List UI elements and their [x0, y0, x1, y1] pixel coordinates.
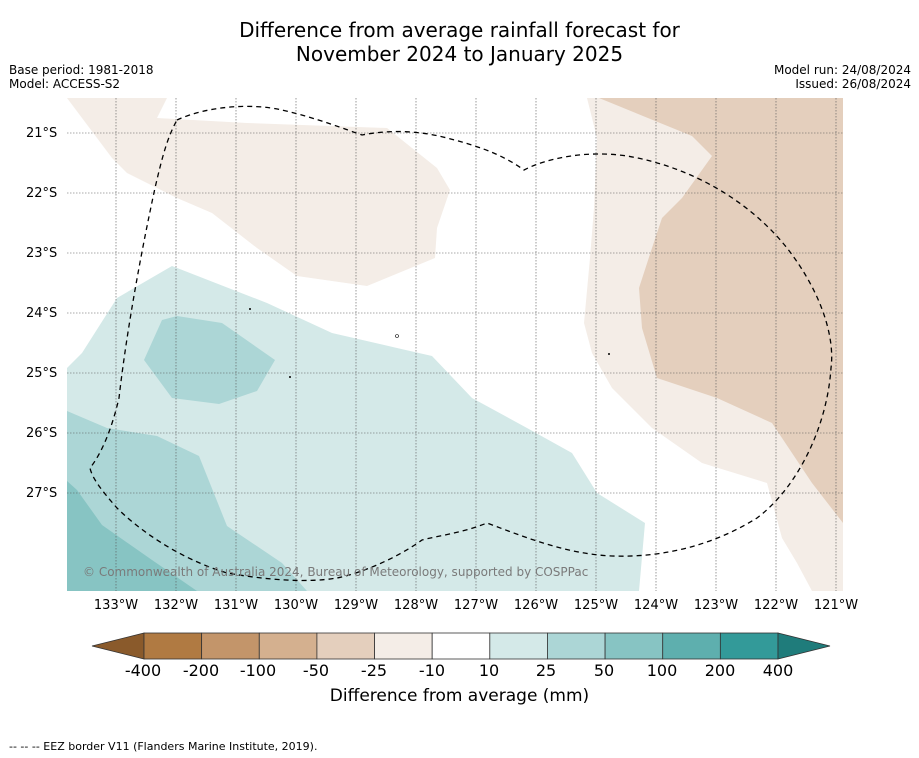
- lon-label-132w: 132°W: [153, 598, 199, 613]
- lon-label-133w: 133°W: [93, 598, 139, 613]
- colorbar-arrow-low: [91, 632, 145, 660]
- map-title: Difference from average rainfall forecas…: [0, 18, 919, 66]
- colorbar-segment: [258, 632, 318, 660]
- colorbar-label: -50: [302, 661, 330, 680]
- lat-label-27s: 27°S: [26, 486, 58, 501]
- colorbar-label: -100: [239, 661, 277, 680]
- lon-label-124w: 124°W: [633, 598, 679, 613]
- lon-label-131w: 131°W: [213, 598, 259, 613]
- colorbar-arrow-high: [777, 632, 831, 660]
- colorbar-label: -200: [182, 661, 220, 680]
- lon-label-122w: 122°W: [753, 598, 799, 613]
- island-marker: [289, 376, 291, 378]
- island-marker: [608, 353, 610, 355]
- rainfall-map: [67, 98, 843, 591]
- colorbar-segment: [143, 632, 203, 660]
- colorbar-label: 100: [646, 661, 678, 680]
- lon-label-125w: 125°W: [573, 598, 619, 613]
- lon-label-123w: 123°W: [693, 598, 739, 613]
- meta-left: Base period: 1981-2018 Model: ACCESS-S2: [9, 63, 154, 91]
- dry-region-east-strong: [599, 98, 843, 523]
- colorbar-segment: [201, 632, 260, 660]
- lat-label-23s: 23°S: [26, 246, 58, 261]
- lon-label-126w: 126°W: [513, 598, 559, 613]
- colorbar: [91, 632, 831, 664]
- colorbar-segment: [719, 632, 779, 660]
- island-marker: [249, 308, 251, 310]
- title-line-2: November 2024 to January 2025: [295, 42, 624, 66]
- lat-label-21s: 21°S: [26, 126, 58, 141]
- lon-label-127w: 127°W: [453, 598, 499, 613]
- colorbar-label: 25: [535, 661, 557, 680]
- lon-label-121w: 121°W: [813, 598, 859, 613]
- title-line-1: Difference from average rainfall forecas…: [239, 18, 680, 42]
- eez-border: [89, 105, 833, 582]
- colorbar-segment: [489, 632, 548, 660]
- colorbar-label: 50: [593, 661, 615, 680]
- lon-label-128w: 128°W: [393, 598, 439, 613]
- eez-footnote: -- -- -- EEZ border V11 (Flanders Marine…: [9, 740, 318, 753]
- lon-label-129w: 129°W: [333, 598, 379, 613]
- colorbar-segment: [604, 632, 664, 660]
- colorbar-label: -400: [124, 661, 162, 680]
- wet-region-center: [144, 316, 275, 404]
- copyright-notice: © Commonwealth of Australia 2024, Bureau…: [83, 565, 589, 579]
- issued-date: Issued: 26/08/2024: [795, 77, 911, 91]
- colorbar-title: Difference from average (mm): [329, 686, 590, 706]
- base-period: Base period: 1981-2018: [9, 63, 154, 77]
- colorbar-label: 10: [478, 661, 500, 680]
- colorbar-label: -10: [418, 661, 446, 680]
- colorbar-label: -25: [360, 661, 388, 680]
- model-name: Model: ACCESS-S2: [9, 77, 121, 91]
- dry-region-northwest: [67, 98, 450, 286]
- meta-right: Model run: 24/08/2024 Issued: 26/08/2024: [774, 63, 911, 91]
- colorbar-segment: [316, 632, 375, 660]
- lat-label-25s: 25°S: [26, 366, 58, 381]
- colorbar-segment: [662, 632, 721, 660]
- colorbar-segment: [374, 632, 433, 660]
- lat-label-26s: 26°S: [26, 426, 58, 441]
- lat-label-22s: 22°S: [26, 186, 58, 201]
- colorbar-segment: [431, 632, 491, 660]
- lon-label-130w: 130°W: [273, 598, 319, 613]
- colorbar-segment: [547, 632, 606, 660]
- lat-label-24s: 24°S: [26, 306, 58, 321]
- wet-region-southwest-strong: [67, 481, 197, 591]
- colorbar-label: 400: [762, 661, 794, 680]
- island-marker: [395, 334, 399, 338]
- colorbar-label: 200: [704, 661, 736, 680]
- model-run: Model run: 24/08/2024: [773, 63, 911, 77]
